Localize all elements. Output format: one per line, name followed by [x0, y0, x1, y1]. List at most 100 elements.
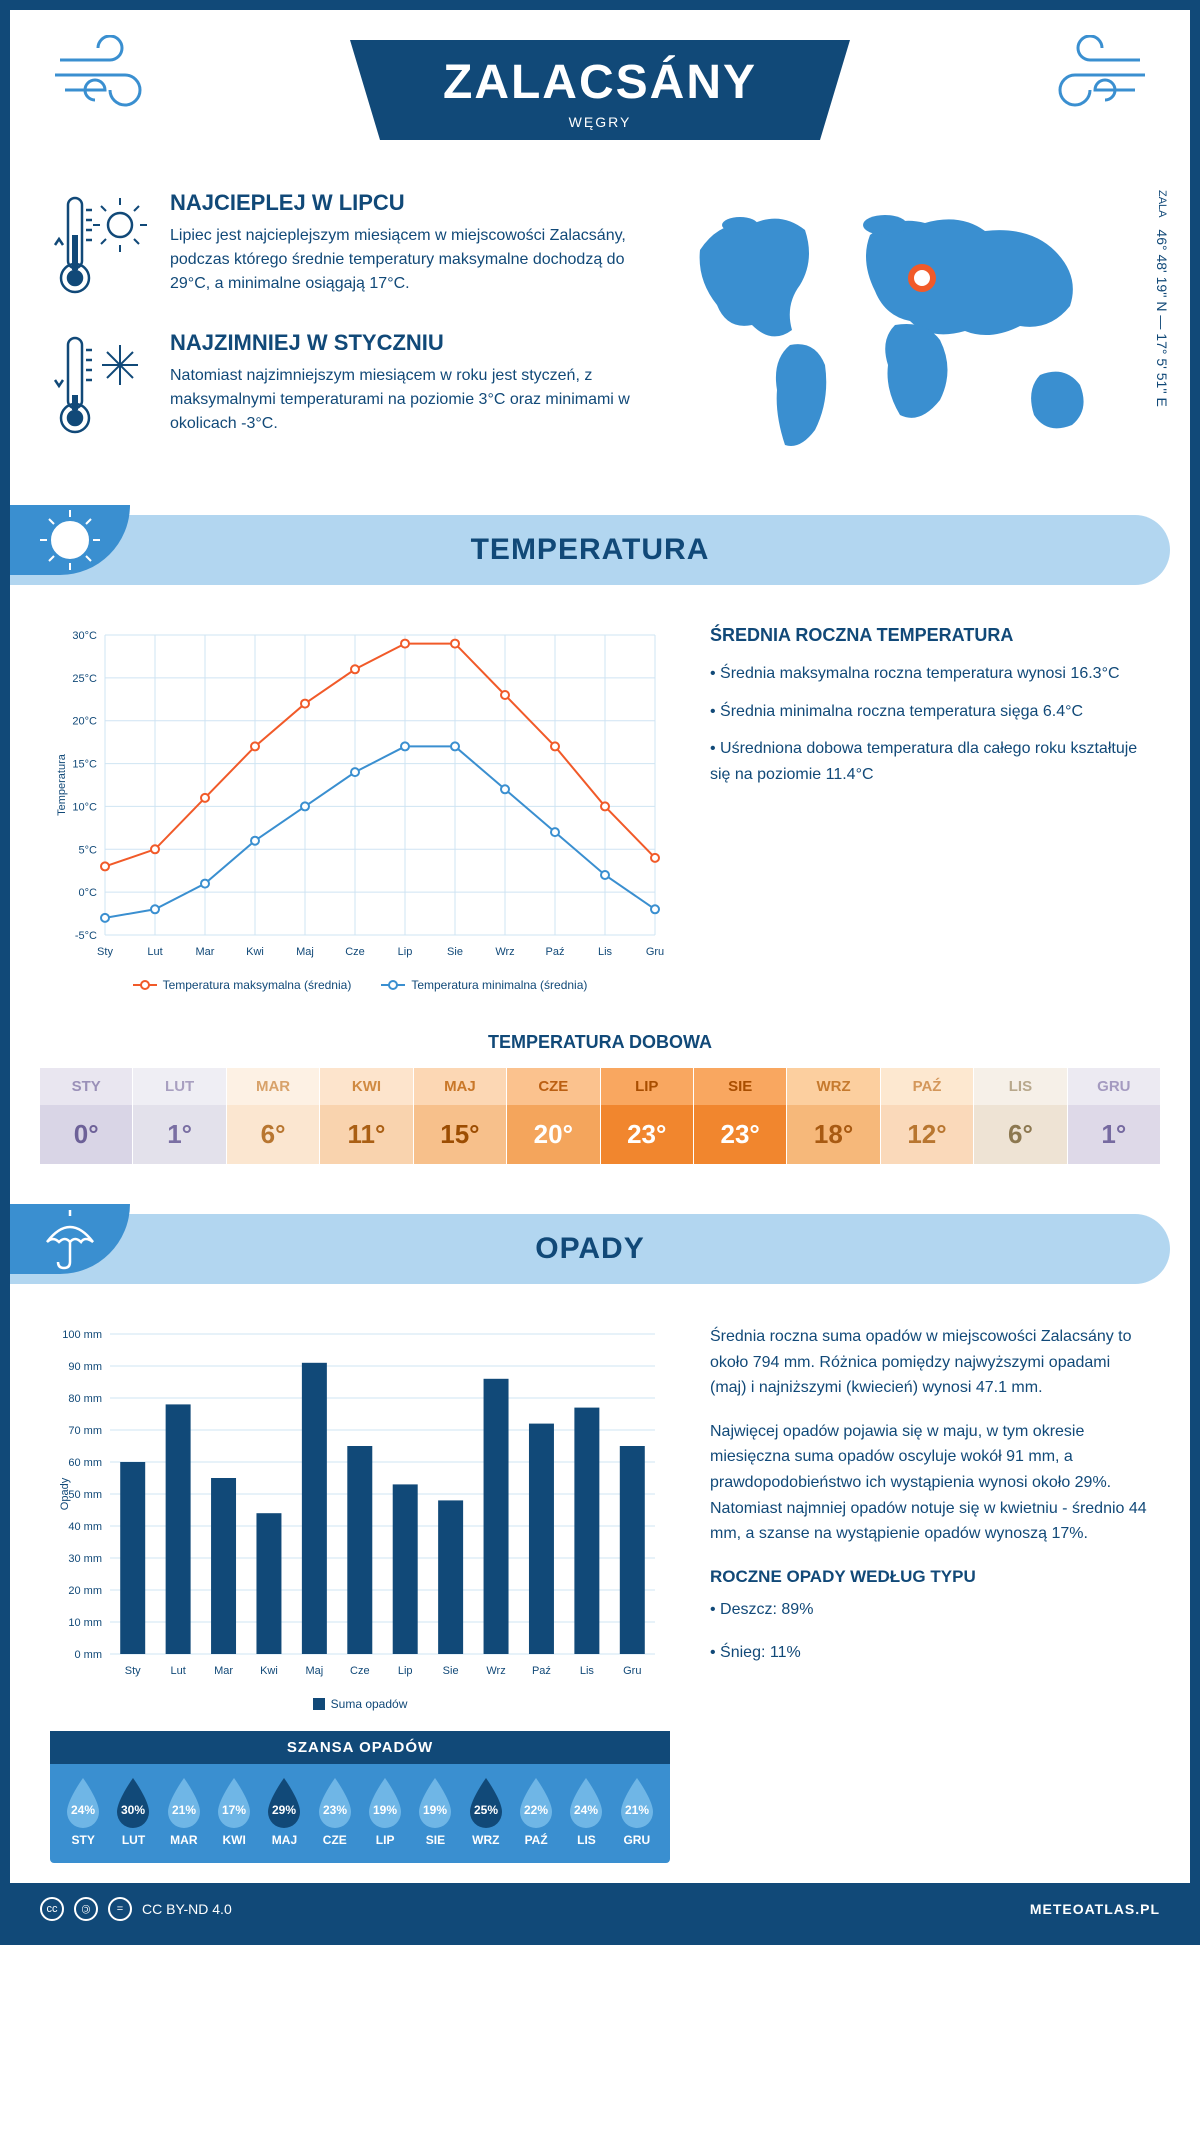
drop-cell: 30%LUT: [108, 1776, 158, 1847]
drop-cell: 21%MAR: [159, 1776, 209, 1847]
temperature-chart: -5°C0°C5°C10°C15°C20°C25°C30°CStyLutMarK…: [50, 625, 670, 992]
svg-text:21%: 21%: [625, 1803, 649, 1817]
svg-text:0 mm: 0 mm: [75, 1649, 103, 1661]
svg-text:90 mm: 90 mm: [68, 1361, 102, 1373]
svg-text:23%: 23%: [323, 1803, 347, 1817]
daily-cell: KWI11°: [320, 1068, 413, 1164]
svg-text:Lut: Lut: [170, 1665, 185, 1677]
header: ZALACSÁNY WĘGRY: [10, 10, 1190, 160]
coords-text: 46° 48' 19'' N — 17° 5' 51'' E: [1154, 229, 1170, 406]
daily-cell: STY0°: [40, 1068, 133, 1164]
svg-text:19%: 19%: [373, 1803, 397, 1817]
drop-cell: 24%STY: [58, 1776, 108, 1847]
daily-temp-table: STY0°LUT1°MAR6°KWI11°MAJ15°CZE20°LIP23°S…: [10, 1068, 1190, 1194]
map-block: ZALA 46° 48' 19'' N — 17° 5' 51'' E: [670, 190, 1150, 475]
by-icon: 🄯: [74, 1897, 98, 1921]
temp-bullet: • Średnia minimalna roczna temperatura s…: [710, 699, 1150, 725]
svg-text:20 mm: 20 mm: [68, 1585, 102, 1597]
svg-text:Opady: Opady: [59, 1477, 71, 1510]
temp-info-title: ŚREDNIA ROCZNA TEMPERATURA: [710, 625, 1150, 646]
header-banner: ZALACSÁNY WĘGRY: [350, 40, 850, 140]
daily-cell: LIP23°: [601, 1068, 694, 1164]
wind-icon-right: [1030, 35, 1150, 129]
drop-cell: 25%WRZ: [461, 1776, 511, 1847]
site-name: METEOATLAS.PL: [1030, 1901, 1160, 1917]
precip-chart: 0 mm10 mm20 mm30 mm40 mm50 mm60 mm70 mm8…: [50, 1324, 670, 1863]
drop-cell: 17%KWI: [209, 1776, 259, 1847]
svg-text:24%: 24%: [71, 1803, 95, 1817]
svg-text:Maj: Maj: [296, 946, 314, 958]
svg-text:60 mm: 60 mm: [68, 1457, 102, 1469]
svg-text:17%: 17%: [222, 1803, 246, 1817]
drop-cell: 19%SIE: [410, 1776, 460, 1847]
temperature-info: ŚREDNIA ROCZNA TEMPERATURA • Średnia mak…: [710, 625, 1150, 992]
svg-text:Lip: Lip: [398, 946, 413, 958]
svg-text:100 mm: 100 mm: [62, 1329, 102, 1341]
svg-text:Lut: Lut: [147, 946, 162, 958]
footer: cc 🄯 = CC BY-ND 4.0 METEOATLAS.PL: [10, 1883, 1190, 1935]
temperature-header: TEMPERATURA: [10, 515, 1170, 585]
svg-text:10°C: 10°C: [72, 801, 97, 813]
hot-block: NAJCIEPLEJ W LIPCU Lipiec jest najcieple…: [50, 190, 640, 305]
thermometer-hot-icon: [50, 190, 150, 305]
svg-text:20°C: 20°C: [72, 716, 97, 728]
svg-text:30°C: 30°C: [72, 630, 97, 642]
precip-type: • Śnieg: 11%: [710, 1640, 1150, 1666]
precip-type: • Deszcz: 89%: [710, 1597, 1150, 1623]
svg-text:Kwi: Kwi: [260, 1665, 278, 1677]
cold-title: NAJZIMNIEJ W STYCZNIU: [170, 330, 640, 356]
drop-cell: 21%GRU: [612, 1776, 662, 1847]
svg-text:Mar: Mar: [214, 1665, 233, 1677]
svg-text:Mar: Mar: [196, 946, 215, 958]
svg-text:Lis: Lis: [598, 946, 613, 958]
wind-icon-left: [50, 35, 170, 129]
intro-section: NAJCIEPLEJ W LIPCU Lipiec jest najcieple…: [10, 160, 1190, 495]
svg-text:Wrz: Wrz: [495, 946, 514, 958]
daily-cell: LUT1°: [133, 1068, 226, 1164]
svg-text:10 mm: 10 mm: [68, 1617, 102, 1629]
daily-cell: SIE23°: [694, 1068, 787, 1164]
cold-text: Natomiast najzimniejszym miesiącem w rok…: [170, 364, 640, 436]
svg-text:Sie: Sie: [443, 1665, 459, 1677]
legend-max: .legend-item:nth-child(1) .legend-line::…: [133, 978, 352, 992]
temp-bullet: • Uśredniona dobowa temperatura dla całe…: [710, 736, 1150, 787]
svg-text:29%: 29%: [272, 1803, 296, 1817]
daily-cell: GRU1°: [1068, 1068, 1160, 1164]
svg-text:Wrz: Wrz: [486, 1665, 505, 1677]
svg-text:21%: 21%: [172, 1803, 196, 1817]
daily-cell: WRZ18°: [787, 1068, 880, 1164]
svg-text:70 mm: 70 mm: [68, 1425, 102, 1437]
country-label: WĘGRY: [430, 114, 770, 130]
precip-info: Średnia roczna suma opadów w miejscowośc…: [710, 1324, 1150, 1863]
city-title: ZALACSÁNY: [430, 55, 770, 110]
thermometer-cold-icon: [50, 330, 150, 445]
svg-text:Paź: Paź: [532, 1665, 551, 1677]
svg-text:Gru: Gru: [646, 946, 664, 958]
svg-text:15°C: 15°C: [72, 759, 97, 771]
daily-cell: MAR6°: [227, 1068, 320, 1164]
svg-text:30 mm: 30 mm: [68, 1553, 102, 1565]
drop-cell: 29%MAJ: [259, 1776, 309, 1847]
precip-header: OPADY: [10, 1214, 1170, 1284]
svg-text:19%: 19%: [423, 1803, 447, 1817]
svg-text:50 mm: 50 mm: [68, 1489, 102, 1501]
svg-text:25%: 25%: [474, 1803, 498, 1817]
daily-cell: CZE20°: [507, 1068, 600, 1164]
cc-icon: cc: [40, 1897, 64, 1921]
svg-text:Temperatura: Temperatura: [56, 753, 68, 816]
drop-cell: 22%PAŹ: [511, 1776, 561, 1847]
hot-title: NAJCIEPLEJ W LIPCU: [170, 190, 640, 216]
precip-text-1: Średnia roczna suma opadów w miejscowośc…: [710, 1324, 1150, 1401]
svg-text:24%: 24%: [574, 1803, 598, 1817]
drop-cell: 23%CZE: [310, 1776, 360, 1847]
precip-title: OPADY: [10, 1232, 1170, 1266]
svg-text:Kwi: Kwi: [246, 946, 264, 958]
svg-text:Maj: Maj: [306, 1665, 324, 1677]
daily-temp-title: TEMPERATURA DOBOWA: [10, 1032, 1190, 1053]
hot-text: Lipiec jest najcieplejszym miesiącem w m…: [170, 224, 640, 296]
svg-text:5°C: 5°C: [79, 844, 98, 856]
license-text: CC BY-ND 4.0: [142, 1901, 232, 1917]
svg-text:25°C: 25°C: [72, 673, 97, 685]
daily-cell: MAJ15°: [414, 1068, 507, 1164]
chance-box: SZANSA OPADÓW 24%STY30%LUT21%MAR17%KWI29…: [50, 1731, 670, 1863]
